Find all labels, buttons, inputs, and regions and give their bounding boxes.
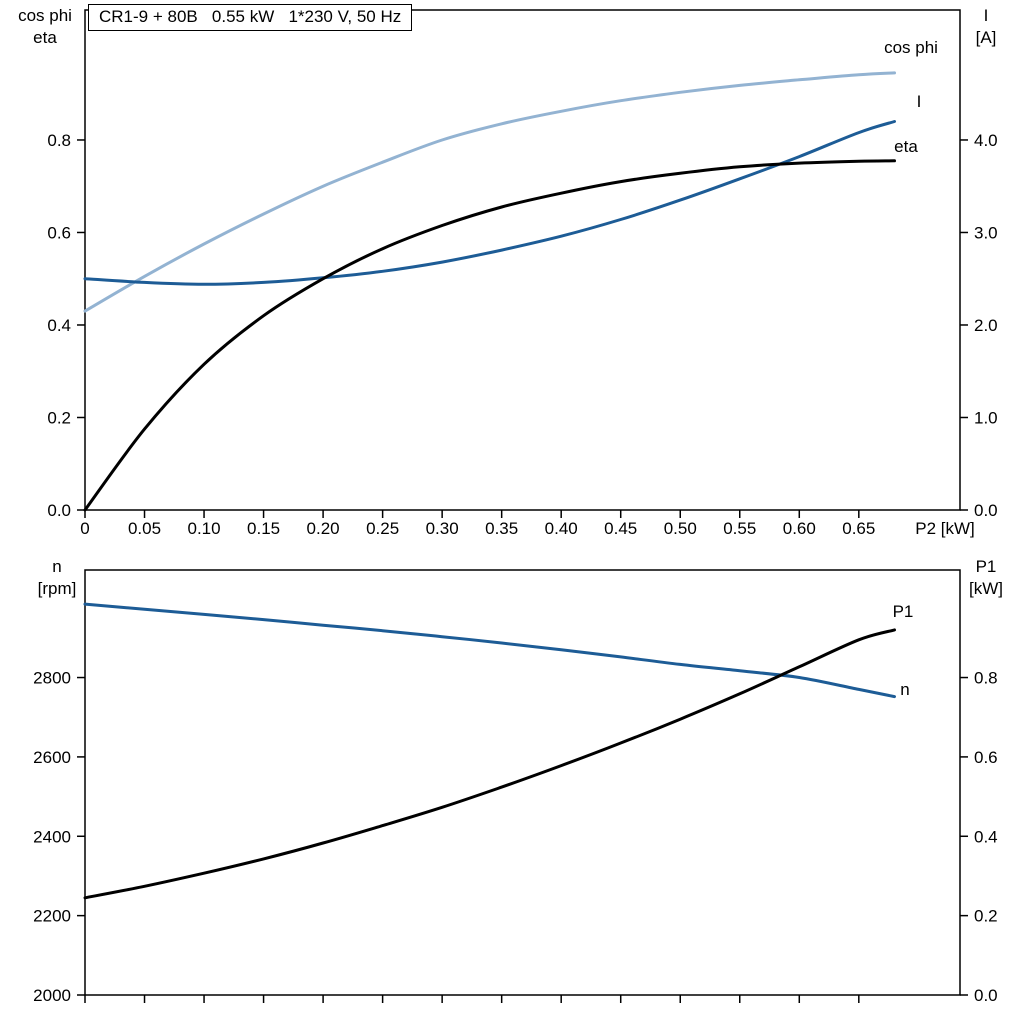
x-axis-tick-label: 0.10: [188, 519, 221, 538]
curve-n: [83, 602, 896, 699]
x-axis-unit-label: P2 [kW]: [915, 519, 975, 538]
right-axis-tick-label: 0.6: [974, 748, 998, 767]
left-axis-title-line: [rpm]: [38, 579, 77, 598]
x-axis-tick-label: 0.30: [426, 519, 459, 538]
x-axis-tick-label: 0.65: [842, 519, 875, 538]
left-axis-tick-label: 2800: [33, 669, 71, 688]
left-axis-tick-label: 0.2: [47, 408, 71, 427]
left-axis-tick-label: 2000: [33, 986, 71, 1005]
x-axis-tick-label: 0.55: [723, 519, 756, 538]
right-axis-tick-label: 3.0: [974, 223, 998, 242]
left-axis-title-line: eta: [33, 28, 57, 47]
speed-power-curves-chart: 2000 2200 2400 2600 2800 0.0 0.2 0.4 0.6 0.8 n [rpm…: [33, 557, 1003, 1005]
curve-eta: [83, 159, 896, 512]
x-axis-tick-label: 0.60: [783, 519, 816, 538]
right-axis-title-line: I: [984, 6, 989, 25]
plot-frame: [84, 9, 961, 511]
curve-p1: [83, 628, 896, 900]
left-axis-title-line: cos phi: [18, 6, 72, 25]
x-axis-tick-label: 0: [80, 519, 89, 538]
left-axis-tick-label: 0.8: [47, 131, 71, 150]
right-axis-tick-label: 0.2: [974, 907, 998, 926]
x-axis-tick-label: 0.45: [604, 519, 637, 538]
right-axis-tick-label: 0.4: [974, 827, 998, 846]
x-axis-tick-label: 0.25: [366, 519, 399, 538]
curve-label-n: n: [900, 680, 909, 699]
left-axis-tick-label: 0.4: [47, 316, 71, 335]
x-axis-tick-label: 0.05: [128, 519, 161, 538]
right-axis-tick-label: 1.0: [974, 408, 998, 427]
x-axis-tick-label: 0.35: [485, 519, 518, 538]
plot-frame: [84, 569, 961, 996]
curve-label-eta: eta: [894, 137, 918, 156]
right-axis-title-line: P1: [976, 557, 997, 576]
right-axis-tick-label: 2.0: [974, 316, 998, 335]
right-axis-tick-label: 0.0: [974, 986, 998, 1005]
right-axis-tick-label: 0.0: [974, 501, 998, 520]
x-axis-tick-label: 0.15: [247, 519, 280, 538]
x-axis-tick-label: 0.50: [664, 519, 697, 538]
chart-title: CR1-9 + 80B 0.55 kW 1*230 V, 50 Hz: [88, 4, 413, 31]
right-axis-title-line: [A]: [976, 28, 997, 47]
left-axis-tick-label: 2400: [33, 827, 71, 846]
right-axis-tick-label: 4.0: [974, 131, 998, 150]
left-axis-tick-label: 0.0: [47, 501, 71, 520]
curve-i: [83, 120, 896, 286]
curve-cos-phi: [83, 71, 896, 313]
curve-label-p1: P1: [893, 602, 914, 621]
left-axis-tick-label: 2200: [33, 907, 71, 926]
left-axis-tick-label: 0.6: [47, 223, 71, 242]
x-axis-tick-label: 0.20: [307, 519, 340, 538]
curve-label-cos-phi: cos phi: [884, 38, 938, 57]
left-axis-tick-label: 2600: [33, 748, 71, 767]
electrical-curves-chart: 0.0 0.2 0.4 0.6 0.8 0.0 1.0 2.0 3.0 4.0 0 0.05 0.10 0…: [18, 6, 998, 538]
right-axis-tick-label: 0.8: [974, 669, 998, 688]
x-axis-tick-label: 0.40: [545, 519, 578, 538]
right-axis-title-line: [kW]: [969, 579, 1003, 598]
left-axis-title-line: n: [52, 557, 61, 576]
curve-label-i: I: [917, 92, 922, 111]
